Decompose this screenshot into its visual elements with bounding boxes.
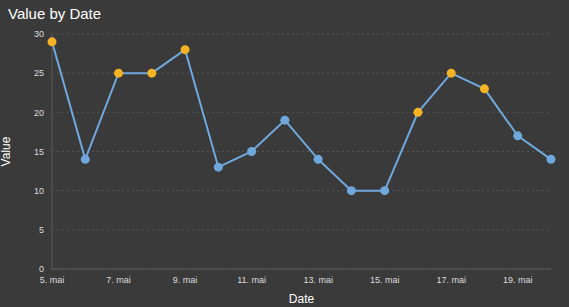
svg-text:Value: Value [8,136,13,166]
svg-text:11. mai: 11. mai [237,275,266,285]
svg-text:5: 5 [39,225,44,235]
svg-text:20: 20 [34,108,44,118]
svg-text:10: 10 [34,186,44,196]
svg-text:9. mai: 9. mai [173,275,198,285]
svg-text:25: 25 [34,68,44,78]
svg-text:19. mai: 19. mai [503,275,533,285]
svg-text:5. mai: 5. mai [40,275,65,285]
svg-text:0: 0 [39,264,44,274]
html-text:Value by Date: Value by Date [8,5,102,22]
svg-text:Date: Date [289,292,315,306]
svg-text:7. mai: 7. mai [106,275,131,285]
svg-text:15: 15 [34,147,44,157]
svg-text:17. mai: 17. mai [436,275,466,285]
svg-text:15. mai: 15. mai [370,275,400,285]
svg-text:30: 30 [34,29,44,39]
svg-text:13. mai: 13. mai [303,275,333,285]
